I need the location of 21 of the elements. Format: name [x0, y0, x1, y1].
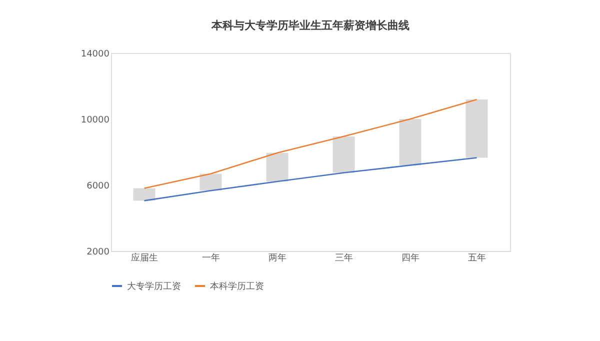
bar: [200, 174, 222, 191]
x-tick-label: 两年: [268, 252, 286, 264]
x-tick-label: 应届生: [130, 252, 158, 264]
x-tick-label: 一年: [202, 252, 220, 264]
line-series: [144, 98, 478, 189]
y-tick-label: 2000: [86, 248, 110, 258]
bar: [399, 119, 422, 166]
y-tick-label: 10000: [80, 116, 110, 126]
bar: [133, 188, 156, 201]
y-tick-label: 14000: [80, 50, 110, 60]
line-series: [144, 157, 478, 202]
y-tick-label: 6000: [86, 182, 110, 192]
legend-label: 大专学历工资: [127, 281, 181, 292]
x-tick-label: 三年: [334, 252, 353, 264]
x-tick-label: 五年: [468, 252, 486, 264]
chart-title: 本科与大专学历毕业生五年薪资增长曲线: [210, 19, 410, 32]
bar: [266, 152, 288, 182]
x-tick-label: 四年: [401, 252, 420, 264]
bar: [332, 136, 355, 173]
bar: [466, 100, 488, 158]
legend-label: 本科学历工资: [210, 281, 264, 292]
